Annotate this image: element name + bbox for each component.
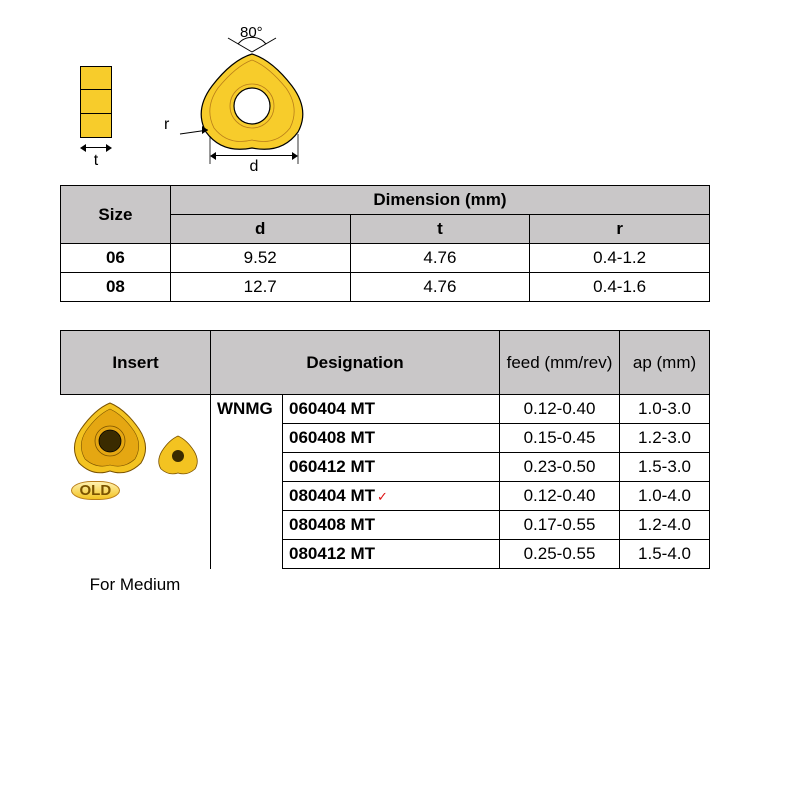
designation-cell: 060412 MT xyxy=(283,453,500,482)
d-dimension-label: d xyxy=(210,158,298,176)
side-view-diagram: t xyxy=(80,66,112,170)
side-segment xyxy=(80,90,112,114)
size-cell: 08 xyxy=(61,273,171,302)
technical-diagram: t 80° r d xyxy=(80,30,740,170)
r-dimension-label: r xyxy=(164,116,169,134)
table-row: OLD WNMG 060404 MT 0.12-0.40 1.0-3.0 xyxy=(61,395,710,424)
ap-cell: 1.0-4.0 xyxy=(620,482,710,511)
ap-cell: 1.2-3.0 xyxy=(620,424,710,453)
insert-header: Insert xyxy=(61,331,211,395)
top-view-diagram: 80° r d xyxy=(162,30,342,170)
feed-cell: 0.15-0.45 xyxy=(500,424,620,453)
size-cell: 06 xyxy=(61,244,171,273)
feed-cell: 0.25-0.55 xyxy=(500,540,620,569)
old-badge: OLD xyxy=(71,481,121,500)
ap-header: ap (mm) xyxy=(620,331,710,395)
feed-cell: 0.12-0.40 xyxy=(500,395,620,424)
dimension-table: Size Dimension (mm) d t r 06 9.52 4.76 0… xyxy=(60,185,710,302)
designation-cell: 060408 MT xyxy=(283,424,500,453)
designation-header: Designation xyxy=(211,331,500,395)
ap-cell: 1.0-3.0 xyxy=(620,395,710,424)
d-dimension-arrow xyxy=(210,150,298,160)
insert-caption: For Medium xyxy=(60,575,210,595)
wnmg-label: WNMG xyxy=(211,395,283,569)
designation-table: Insert Designation feed (mm/rev) ap (mm) xyxy=(60,330,710,569)
dimension-header: Dimension (mm) xyxy=(170,186,709,215)
designation-cell: 080404 MT✓ xyxy=(283,482,500,511)
feed-cell: 0.23-0.50 xyxy=(500,453,620,482)
side-segment xyxy=(80,114,112,138)
designation-text: 080404 MT xyxy=(289,486,375,505)
ap-cell: 1.5-4.0 xyxy=(620,540,710,569)
t-dimension-arrow xyxy=(80,142,112,152)
col-t: t xyxy=(350,215,530,244)
t-cell: 4.76 xyxy=(350,244,530,273)
table-row: 08 12.7 4.76 0.4-1.6 xyxy=(61,273,710,302)
side-segment xyxy=(80,66,112,90)
feed-cell: 0.12-0.40 xyxy=(500,482,620,511)
insert-image-cell: OLD xyxy=(61,395,211,569)
d-cell: 9.52 xyxy=(170,244,350,273)
t-dimension-label: t xyxy=(94,152,98,170)
feed-header: feed (mm/rev) xyxy=(500,331,620,395)
insert-product-icon xyxy=(69,399,201,475)
feed-cell: 0.17-0.55 xyxy=(500,511,620,540)
check-icon: ✓ xyxy=(377,489,388,504)
r-cell: 0.4-1.6 xyxy=(530,273,710,302)
col-r: r xyxy=(530,215,710,244)
trigon-icon xyxy=(162,30,342,170)
size-header: Size xyxy=(61,186,171,244)
ap-cell: 1.2-4.0 xyxy=(620,511,710,540)
table-row: 06 9.52 4.76 0.4-1.2 xyxy=(61,244,710,273)
angle-label: 80° xyxy=(240,24,263,41)
ap-cell: 1.5-3.0 xyxy=(620,453,710,482)
d-cell: 12.7 xyxy=(170,273,350,302)
col-d: d xyxy=(170,215,350,244)
designation-cell: 060404 MT xyxy=(283,395,500,424)
r-cell: 0.4-1.2 xyxy=(530,244,710,273)
designation-cell: 080412 MT xyxy=(283,540,500,569)
t-cell: 4.76 xyxy=(350,273,530,302)
designation-cell: 080408 MT xyxy=(283,511,500,540)
